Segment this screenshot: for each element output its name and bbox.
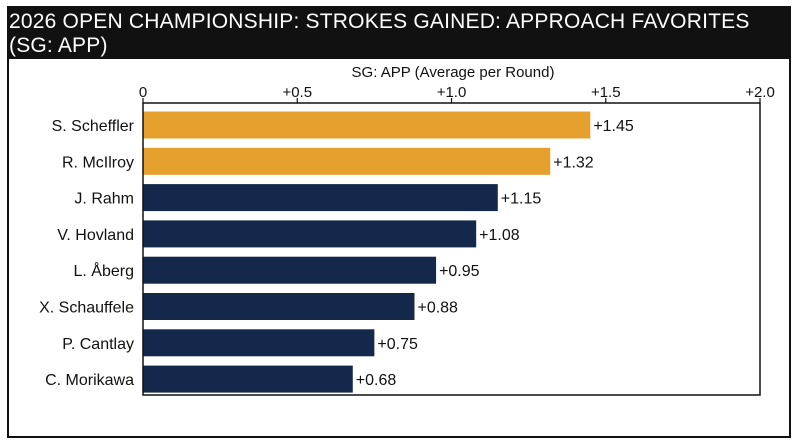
value-label: +1.15: [501, 191, 542, 208]
x-tick-label: +1.0: [437, 84, 467, 101]
bar: [143, 184, 498, 212]
bar: [143, 111, 591, 139]
value-label: +0.68: [356, 372, 397, 389]
x-tick-label: +2.0: [745, 84, 775, 101]
bar-row: X. Schauffele +0.88: [39, 293, 458, 320]
bar-row: V. Hovland +1.08: [57, 220, 520, 248]
category-label: S. Scheffler: [52, 118, 135, 135]
value-label: +0.95: [439, 263, 480, 280]
value-label: +0.88: [417, 300, 458, 317]
category-label: J. Rahm: [74, 191, 134, 208]
bar-row: P. Cantlay +0.75: [62, 329, 418, 357]
chart-frame: 2026 OPEN CHAMPIONSHIP: STROKES GAINED: …: [7, 6, 791, 438]
value-label: +1.45: [593, 118, 634, 135]
category-label: R. McIlroy: [62, 154, 134, 171]
bar: [143, 329, 375, 357]
bar: [143, 293, 415, 320]
category-label: C. Morikawa: [45, 372, 134, 389]
x-tick-label: +1.5: [591, 84, 621, 101]
x-tick-label: 0: [139, 84, 147, 101]
category-label: L. Åberg: [74, 261, 134, 280]
plot-area-border: [142, 102, 761, 396]
bar: [143, 365, 353, 393]
bar-row: C. Morikawa +0.68: [45, 365, 397, 393]
bar: [143, 256, 437, 284]
category-label: V. Hovland: [57, 227, 134, 244]
bar: [143, 147, 551, 175]
category-label: X. Schauffele: [39, 300, 134, 317]
category-label: P. Cantlay: [62, 336, 134, 353]
x-axis-title: SG: APP (Average per Round): [352, 64, 555, 81]
bar-row: S. Scheffler +1.45: [52, 111, 634, 139]
bar: [143, 220, 477, 248]
chart-title: 2026 OPEN CHAMPIONSHIP: STROKES GAINED: …: [9, 8, 789, 59]
value-label: +1.08: [479, 227, 520, 244]
bar-row: J. Rahm +1.15: [74, 184, 542, 212]
x-tick-label: +0.5: [282, 84, 312, 101]
value-label: +0.75: [377, 336, 418, 353]
bar-row: L. Åberg +0.95: [74, 256, 480, 284]
value-label: +1.32: [553, 154, 594, 171]
bar-row: R. McIlroy +1.32: [62, 147, 594, 175]
